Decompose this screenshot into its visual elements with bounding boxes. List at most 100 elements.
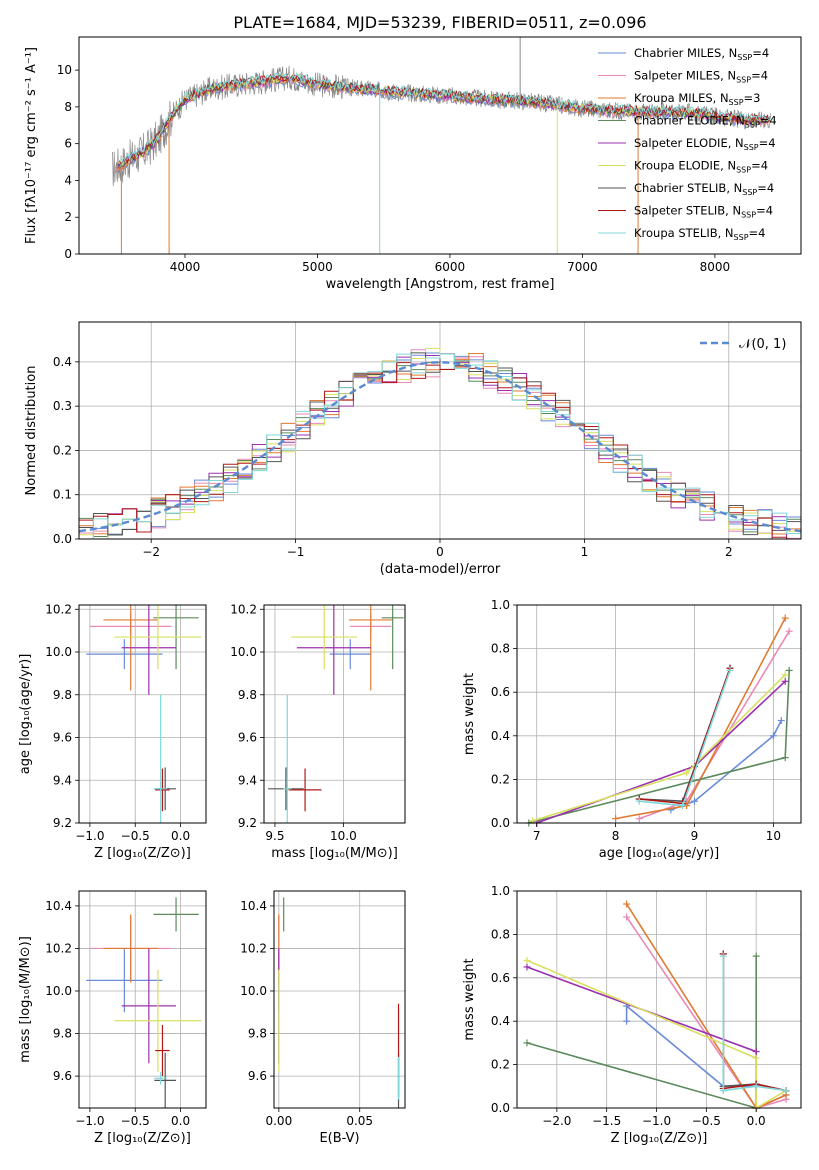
legend-label-suffix: =4 bbox=[756, 204, 773, 218]
y-tick-label: 9.4 bbox=[238, 773, 257, 787]
y-tick-label: 10.4 bbox=[240, 899, 267, 913]
x-axis-label: Z [log₁₀(Z/Z⊙)] bbox=[94, 1131, 191, 1146]
y-tick-label: 9.8 bbox=[238, 688, 257, 702]
legend-label-subscript: SSP bbox=[745, 121, 760, 130]
y-tick-label: 0.4 bbox=[491, 729, 510, 743]
y-tick-label: 0.8 bbox=[491, 642, 510, 656]
x-tick-label: −1.5 bbox=[592, 1114, 621, 1128]
legend-label-suffix: =4 bbox=[752, 46, 769, 60]
legend-label-subscript: SSP bbox=[744, 143, 759, 152]
legend-label-name: Kroupa STELIB, N bbox=[634, 226, 734, 240]
legend-label-kroupa-elodie: Kroupa ELODIE, NSSP=4 bbox=[634, 159, 768, 175]
legend-label-name: Kroupa MILES, N bbox=[634, 91, 729, 105]
y-tick-label: 0.0 bbox=[491, 816, 510, 830]
y-tick-label: 4 bbox=[64, 173, 72, 187]
x-axis-label: E(B-V) bbox=[319, 1131, 359, 1146]
x-tick-label: 0.00 bbox=[265, 1114, 292, 1128]
plot-frame bbox=[263, 604, 406, 824]
legend-label-normal: 𝒩(0, 1) bbox=[739, 337, 786, 352]
legend-label-name: Chabrier STELIB, N bbox=[634, 181, 742, 195]
x-tick-label: −2.0 bbox=[542, 1114, 571, 1128]
plot-frame bbox=[516, 890, 802, 1109]
legend-label-suffix: =4 bbox=[760, 114, 777, 128]
histogram-step-kroupa-stelib bbox=[79, 353, 801, 539]
x-tick-label: 0.05 bbox=[346, 1114, 373, 1128]
plot-area bbox=[111, 37, 771, 254]
y-tick-label: 0.6 bbox=[491, 971, 510, 985]
age-vs-mass-panel: 9.5 10.0 9.2 9.4 9.6 9.8 10.0 10.2 mass [log₁₀(M… bbox=[230, 602, 406, 861]
legend-label-subscript: SSP bbox=[736, 166, 751, 175]
figure-title: PLATE=1684, MJD=53239, FIBERID=0511, z=0… bbox=[233, 13, 646, 32]
mass-vs-metallicity-panel: −1.0 −0.5 0.0 9.6 9.8 10.0 10.2 10.4 Z [log₁₀(Z/… bbox=[18, 890, 207, 1146]
histogram-step-salpeter-miles bbox=[79, 349, 801, 539]
x-tick-label: 5000 bbox=[302, 260, 333, 274]
y-tick-label: 10.2 bbox=[240, 941, 267, 955]
y-tick-label: 9.6 bbox=[238, 731, 257, 745]
x-axis-label: Z [log₁₀(Z/Z⊙)] bbox=[94, 846, 191, 861]
y-tick-label: 0.2 bbox=[491, 772, 510, 786]
x-tick-label: 9.5 bbox=[265, 829, 284, 843]
y-tick-label: 10 bbox=[57, 63, 72, 77]
y-tick-label: 0.4 bbox=[491, 1014, 510, 1028]
x-tick-label: 10.0 bbox=[330, 829, 357, 843]
y-axis-label: mass weight bbox=[462, 673, 477, 755]
weight-line-kroupa-stelib bbox=[722, 956, 787, 1092]
y-tick-label: 9.2 bbox=[53, 816, 72, 830]
legend-label-suffix: =4 bbox=[751, 159, 768, 173]
x-tick-label: −0.5 bbox=[692, 1114, 721, 1128]
x-tick-label: −1 bbox=[287, 545, 305, 559]
y-axis-label: mass weight bbox=[462, 958, 477, 1040]
y-tick-label: 0.0 bbox=[53, 532, 72, 546]
x-axis-label: mass [log₁₀(M/M⊙)] bbox=[271, 846, 398, 861]
legend-label-suffix: =4 bbox=[757, 181, 774, 195]
x-tick-label: 10 bbox=[766, 829, 781, 843]
x-tick-label: −1.0 bbox=[75, 1114, 104, 1128]
y-tick-label: 10.0 bbox=[45, 645, 72, 659]
y-tick-label: 9.2 bbox=[238, 816, 257, 830]
mass-vs-ebv-panel: 0.00 0.05 9.6 9.8 10.0 10.2 10.4 E(B-V) bbox=[240, 890, 406, 1146]
y-tick-label: 9.8 bbox=[248, 1027, 267, 1041]
legend-label-salpeter-miles: Salpeter MILES, NSSP=4 bbox=[634, 69, 768, 85]
legend-label-subscript: SSP bbox=[741, 211, 756, 220]
model-spectrum-salpeter-stelib bbox=[118, 73, 770, 165]
x-tick-label: 9 bbox=[691, 829, 699, 843]
y-axis-label: Normed distribution bbox=[24, 366, 39, 496]
legend-label-name: Salpeter STELIB, N bbox=[634, 204, 741, 218]
y-tick-label: 10.4 bbox=[45, 899, 72, 913]
y-tick-label: 10.2 bbox=[45, 941, 72, 955]
plot-area bbox=[278, 897, 400, 1108]
y-tick-label: 10.2 bbox=[45, 602, 72, 616]
legend-label-suffix: =3 bbox=[744, 91, 761, 105]
y-tick-label: 9.6 bbox=[53, 731, 72, 745]
legend-label-subscript: SSP bbox=[729, 98, 744, 107]
x-tick-label: 4000 bbox=[170, 260, 201, 274]
histogram-step-salpeter-stelib bbox=[79, 362, 801, 539]
y-tick-label: 0.4 bbox=[53, 355, 72, 369]
y-tick-label: 0.6 bbox=[491, 685, 510, 699]
legend-label-suffix: =4 bbox=[759, 136, 776, 150]
legend-label-name: Salpeter ELODIE, N bbox=[634, 136, 744, 150]
y-tick-label: 10.0 bbox=[240, 984, 267, 998]
y-tick-label: 1.0 bbox=[491, 884, 510, 898]
x-axis-label: age [log₁₀(age/yr)] bbox=[599, 846, 720, 861]
weight-vs-age-panel: 7 8 9 10 0.0 0.2 0.4 0.6 0.8 1.0 age [log₁₀(age/yr… bbox=[462, 598, 802, 861]
y-tick-label: 6 bbox=[64, 137, 72, 151]
plot-area bbox=[86, 605, 202, 823]
legend-label-chabrier-stelib: Chabrier STELIB, NSSP=4 bbox=[634, 181, 774, 197]
x-tick-label: 2 bbox=[725, 545, 733, 559]
x-axis-label: (data-model)/error bbox=[380, 562, 501, 577]
normal-distribution-curve bbox=[79, 361, 801, 533]
y-tick-label: 2 bbox=[64, 210, 72, 224]
x-tick-label: −0.5 bbox=[121, 829, 150, 843]
residual-histogram-panel: −2 −1 0 1 2 0.0 0.1 0.2 0.3 0.4 (data-model)/error… bbox=[24, 321, 802, 577]
y-tick-label: 10.0 bbox=[230, 645, 257, 659]
y-tick-label: 9.8 bbox=[53, 688, 72, 702]
plot-frame bbox=[273, 890, 406, 1109]
x-tick-label: −2 bbox=[142, 545, 160, 559]
y-tick-label: 9.8 bbox=[53, 1027, 72, 1041]
legend-label-kroupa-miles: Kroupa MILES, NSSP=3 bbox=[634, 91, 760, 107]
legend-label-name: Salpeter MILES, N bbox=[634, 69, 736, 83]
x-tick-label: 0 bbox=[436, 545, 444, 559]
histogram-step-chabrier-stelib bbox=[79, 352, 801, 536]
